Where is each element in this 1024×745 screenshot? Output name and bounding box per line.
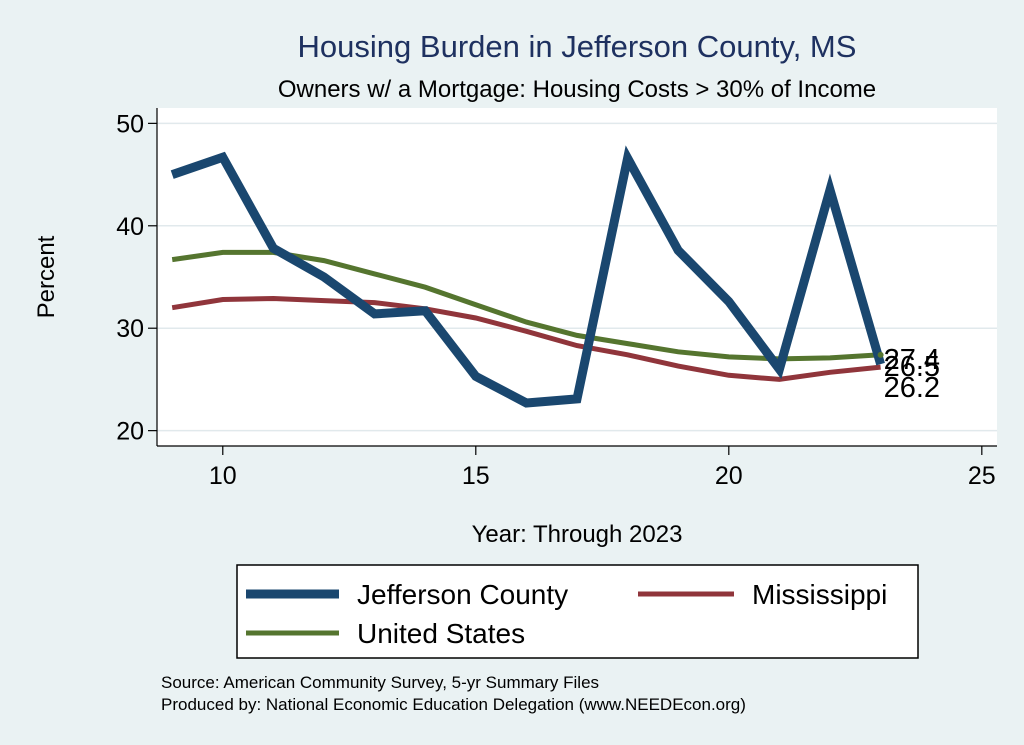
x-tick-label: 25	[968, 462, 996, 490]
chart-subtitle: Owners w/ a Mortgage: Housing Costs > 30…	[278, 76, 876, 103]
series-endpoint	[877, 351, 884, 358]
x-tick-label: 20	[715, 462, 743, 490]
x-axis-title: Year: Through 2023	[472, 521, 683, 548]
legend-label: Jefferson County	[357, 579, 568, 610]
end-label: 27.4	[884, 344, 940, 376]
source-note: Source: American Community Survey, 5-yr …	[161, 673, 599, 692]
y-tick-label: 40	[116, 213, 144, 241]
y-tick-label: 50	[116, 110, 144, 138]
producer-note: Produced by: National Economic Education…	[161, 695, 746, 714]
y-axis-title: Percent	[33, 235, 60, 318]
x-tick-label: 10	[209, 462, 237, 490]
grid	[157, 122, 997, 432]
series	[170, 145, 885, 408]
legend-label: United States	[357, 618, 525, 649]
series-line-mississippi	[171, 295, 881, 382]
legend-box	[236, 564, 919, 659]
end-label: 26.5	[884, 351, 940, 383]
end-label: 26.2	[884, 372, 940, 404]
y-tick-label: 30	[116, 315, 144, 343]
y-tick-label: 20	[116, 418, 144, 446]
axes: 20 30 40 50 10 15 20 25	[116, 110, 996, 490]
legend: Jefferson County Mississippi United States	[246, 579, 887, 649]
end-labels: 27.426.526.2	[884, 344, 940, 404]
series-line-jefferson-county	[170, 145, 885, 408]
chart-title: Housing Burden in Jefferson County, MS	[298, 29, 857, 64]
legend-label: Mississippi	[752, 579, 887, 610]
x-tick-label: 15	[462, 462, 490, 490]
